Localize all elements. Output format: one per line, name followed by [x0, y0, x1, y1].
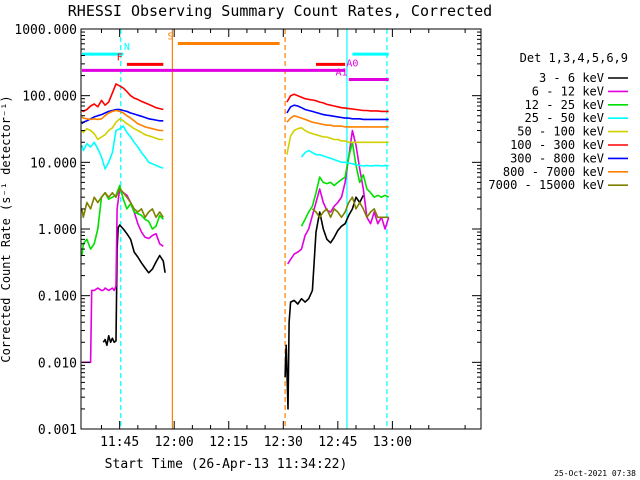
legend-label-4: 25 - 50 keV [525, 111, 604, 125]
series-5-segment-1 [81, 118, 164, 141]
series-2-segment-1 [82, 287, 104, 364]
state-label-a0: A0 [346, 58, 358, 69]
legend-label-8: 800 - 7000 keV [503, 165, 604, 179]
series-9-segment-2 [311, 196, 389, 219]
timestamp: 25-Oct-2021 07:38 [554, 469, 636, 478]
series-9-segment-1 [81, 188, 164, 219]
y-tick-label-4: 1.000 [38, 223, 77, 238]
series-4-segment-1 [81, 125, 164, 170]
series-7-segment-2 [286, 104, 389, 121]
series-6-segment-2 [286, 93, 389, 113]
legend-label-9: 7000 - 15000 keV [488, 178, 604, 192]
axes: 0.001 0.010 0.100 1.000 10.000 100.000 1000.00… [14, 23, 481, 450]
legend-label-7: 300 - 800 keV [510, 151, 604, 165]
series-4-segment-2 [300, 149, 389, 167]
state-label-a1: A1 [335, 67, 347, 78]
x-axis-label: Start Time (26-Apr-13 11:34:22) [105, 457, 348, 472]
state-label-f: F [117, 52, 123, 63]
series-5-segment-2 [286, 127, 389, 155]
series-3-segment-2 [300, 141, 390, 227]
series-2-segment-3 [287, 129, 390, 265]
y-tick-label-5: 10.000 [30, 156, 77, 171]
x-tick-label-2: 12:00 [155, 435, 194, 450]
x-tick-label-4: 12:30 [264, 435, 303, 450]
series-1-segment-1 [102, 224, 166, 347]
x-tick-label-6: 13:00 [373, 435, 412, 450]
legend-label-5: 50 - 100 keV [517, 125, 604, 139]
y-tick-label-1: 0.001 [38, 423, 77, 438]
y-tick-label-3: 0.100 [38, 290, 77, 305]
series-lines [81, 83, 390, 410]
legend-label-6: 100 - 300 keV [510, 138, 604, 152]
series-7-segment-1 [81, 108, 164, 125]
x-tick-label-1: 11:45 [100, 435, 139, 450]
y-axis-label: Corrected Count Rate (s⁻¹ detector⁻¹) [0, 95, 13, 362]
y-tick-label-7: 1000.000 [14, 23, 77, 38]
x-tick-label-5: 12:45 [318, 435, 357, 450]
series-3-segment-1 [81, 184, 164, 256]
y-tick-label-2: 0.010 [38, 356, 77, 371]
state-label-n: N [124, 42, 130, 53]
series-8-segment-2 [286, 114, 389, 128]
series-1-segment-2 [284, 194, 365, 410]
x-tick-label-3: 12:15 [209, 435, 248, 450]
chart-title: RHESSI Observing Summary Count Rates, Co… [68, 2, 492, 20]
series-6-segment-1 [81, 83, 164, 113]
series-8-segment-1 [81, 109, 164, 132]
legend-label-1: 3 - 6 keV [539, 71, 604, 85]
y-tick-label-6: 100.000 [22, 90, 77, 105]
state-label-s: S [168, 32, 174, 43]
legend-label-2: 6 - 12 keV [532, 84, 604, 98]
legend-title: Det 1,3,4,5,6,9 [520, 51, 628, 65]
vertical-marker-lines [120, 29, 388, 429]
legend-label-3: 12 - 25 keV [525, 98, 604, 112]
